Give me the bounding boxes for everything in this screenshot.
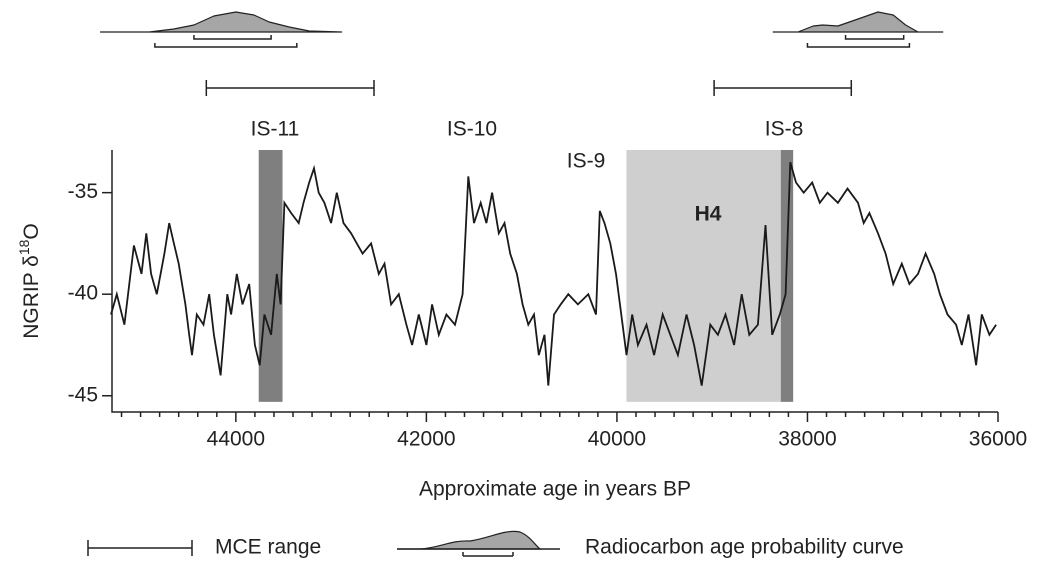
x-tick-label: 44000 [207, 428, 265, 451]
legend-radiocarbon-label: Radiocarbon age probability curve [585, 536, 904, 559]
probability-curve [99, 11, 343, 33]
y-tick-label: -40 [68, 282, 98, 305]
y-tick-label: -45 [68, 383, 98, 406]
y-label-sup: 18 [16, 239, 32, 255]
annotation: IS-10 [447, 118, 497, 141]
annotation: H4 [695, 203, 722, 226]
x-tick-label: 38000 [778, 428, 836, 451]
y-tick-label: -35 [68, 180, 98, 203]
y-axis-label: NGRIP δ18O [16, 223, 43, 339]
mce-range [713, 80, 853, 96]
data-line [110, 161, 997, 386]
y-label-main: NGRIP δ [20, 255, 43, 339]
annotation: IS-8 [765, 118, 804, 141]
legend-mce-label: MCE range [215, 536, 321, 559]
probability-curve [772, 11, 944, 33]
annotation: IS-9 [567, 150, 606, 173]
radiocarbon-bracket [844, 35, 905, 40]
x-tick-label: 36000 [969, 428, 1027, 451]
legend: MCE range Radiocarbon age probability cu… [87, 530, 904, 559]
legend-curve-bracket [397, 548, 560, 557]
radiocarbon-bracket [154, 43, 298, 48]
x-axis-label: Approximate age in years BP [419, 478, 691, 501]
legend-mce-icon [87, 540, 193, 556]
radiocarbon-bracket [193, 35, 272, 40]
shaded-region [626, 150, 781, 402]
annotation: IS-11 [251, 118, 300, 141]
mce-range [205, 80, 375, 96]
radiocarbon-bracket [806, 43, 911, 48]
x-tick-label: 40000 [588, 428, 646, 451]
axis-line [111, 150, 998, 413]
shaded-region [258, 150, 283, 402]
y-label-end: O [20, 223, 43, 239]
x-tick-label: 42000 [397, 428, 455, 451]
legend-curve-icon [397, 530, 542, 550]
